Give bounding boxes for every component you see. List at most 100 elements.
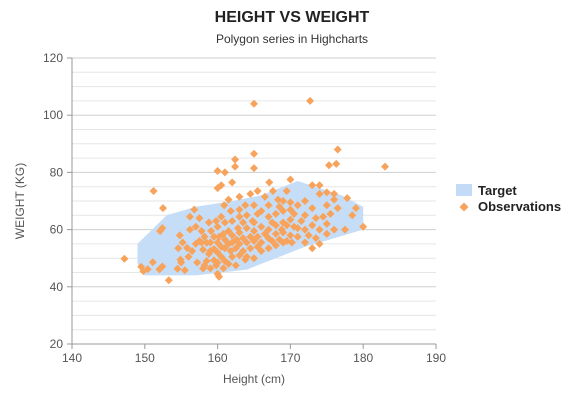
observation-point — [330, 195, 339, 204]
observation-point — [319, 212, 328, 221]
observation-point — [183, 243, 192, 252]
observation-point — [220, 168, 229, 177]
observation-point — [228, 217, 237, 226]
observation-point — [286, 198, 295, 207]
observation-point — [348, 211, 357, 220]
observation-point — [202, 257, 211, 266]
observation-point — [158, 262, 167, 271]
observation-point — [286, 231, 295, 240]
legend-target-swatch — [456, 184, 472, 196]
observation-point — [253, 186, 262, 195]
observation-point — [212, 217, 221, 226]
observation-point — [213, 258, 222, 267]
observation-point — [206, 264, 215, 273]
observation-point — [235, 228, 244, 237]
observation-point — [300, 225, 309, 234]
observation-point — [242, 252, 251, 261]
observation-point — [324, 161, 333, 170]
observation-point — [265, 178, 274, 187]
observation-point — [308, 221, 317, 230]
observation-point — [315, 189, 324, 198]
observation-point — [228, 231, 237, 240]
observation-point — [164, 276, 173, 285]
observation-point — [264, 212, 273, 221]
observation-point — [333, 145, 342, 154]
observations-series — [120, 96, 390, 285]
observation-point — [173, 264, 182, 273]
observation-point — [330, 225, 339, 234]
observation-point — [264, 225, 273, 234]
observation-point — [308, 204, 317, 213]
observation-point — [250, 149, 258, 158]
observation-point — [341, 225, 349, 234]
observation-point — [286, 175, 295, 184]
y-tick-label: 20 — [50, 337, 64, 351]
observation-point — [235, 192, 244, 201]
observation-point — [322, 188, 331, 197]
observation-point — [311, 234, 320, 243]
observation-point — [149, 186, 158, 195]
observation-point — [282, 186, 291, 195]
observation-point — [282, 221, 291, 230]
observation-point — [235, 239, 244, 248]
observation-point — [213, 222, 222, 231]
observation-point — [297, 217, 306, 226]
observation-point — [343, 194, 352, 203]
observation-point — [257, 222, 266, 231]
observation-point — [253, 232, 262, 241]
observation-point — [217, 181, 226, 190]
observation-point — [239, 218, 248, 227]
observation-point — [209, 232, 218, 241]
observation-point — [250, 201, 258, 210]
y-tick-label: 60 — [50, 223, 64, 237]
observation-point — [250, 218, 258, 227]
observation-point — [268, 186, 277, 195]
observation-point — [322, 229, 331, 238]
observation-point — [257, 247, 266, 256]
observation-point — [257, 238, 266, 247]
observation-point — [231, 155, 240, 164]
y-axis-title: WEIGHT (KG) — [13, 163, 27, 239]
observation-point — [293, 232, 302, 241]
observation-point — [351, 204, 360, 213]
y-tick-label: 120 — [43, 51, 63, 65]
observation-point — [184, 252, 193, 261]
x-tick-label: 190 — [426, 351, 446, 365]
observation-point — [177, 258, 186, 267]
chart-subtitle: Polygon series in Highcharts — [216, 32, 368, 46]
observation-point — [359, 222, 368, 231]
legend-target-label: Target — [478, 183, 517, 198]
observation-point — [191, 222, 200, 231]
y-tick-label: 100 — [43, 108, 63, 122]
observation-point — [311, 214, 320, 223]
observation-point — [250, 227, 258, 236]
observation-point — [220, 218, 229, 227]
observation-point — [332, 159, 341, 168]
observation-point — [143, 265, 152, 274]
x-tick-label: 180 — [353, 351, 373, 365]
x-axis-title: Height (cm) — [223, 372, 285, 386]
observation-point — [226, 207, 235, 216]
observation-point — [158, 224, 167, 233]
observation-point — [193, 258, 202, 267]
observation-point — [250, 254, 258, 263]
observation-point — [264, 201, 273, 210]
observation-point — [235, 205, 244, 214]
observation-point — [217, 212, 226, 221]
observation-point — [246, 244, 255, 253]
chart-title: HEIGHT VS WEIGHT — [215, 9, 370, 26]
observation-point — [242, 238, 251, 247]
observation-point — [326, 209, 335, 218]
observation-point — [185, 212, 194, 221]
observation-point — [279, 207, 288, 216]
x-tick-label: 160 — [208, 351, 228, 365]
observation-point — [264, 244, 273, 253]
observation-point — [228, 178, 237, 187]
x-tick-label: 170 — [280, 351, 300, 365]
observation-point — [219, 264, 228, 273]
observation-point — [315, 239, 324, 248]
observation-point — [178, 238, 187, 247]
